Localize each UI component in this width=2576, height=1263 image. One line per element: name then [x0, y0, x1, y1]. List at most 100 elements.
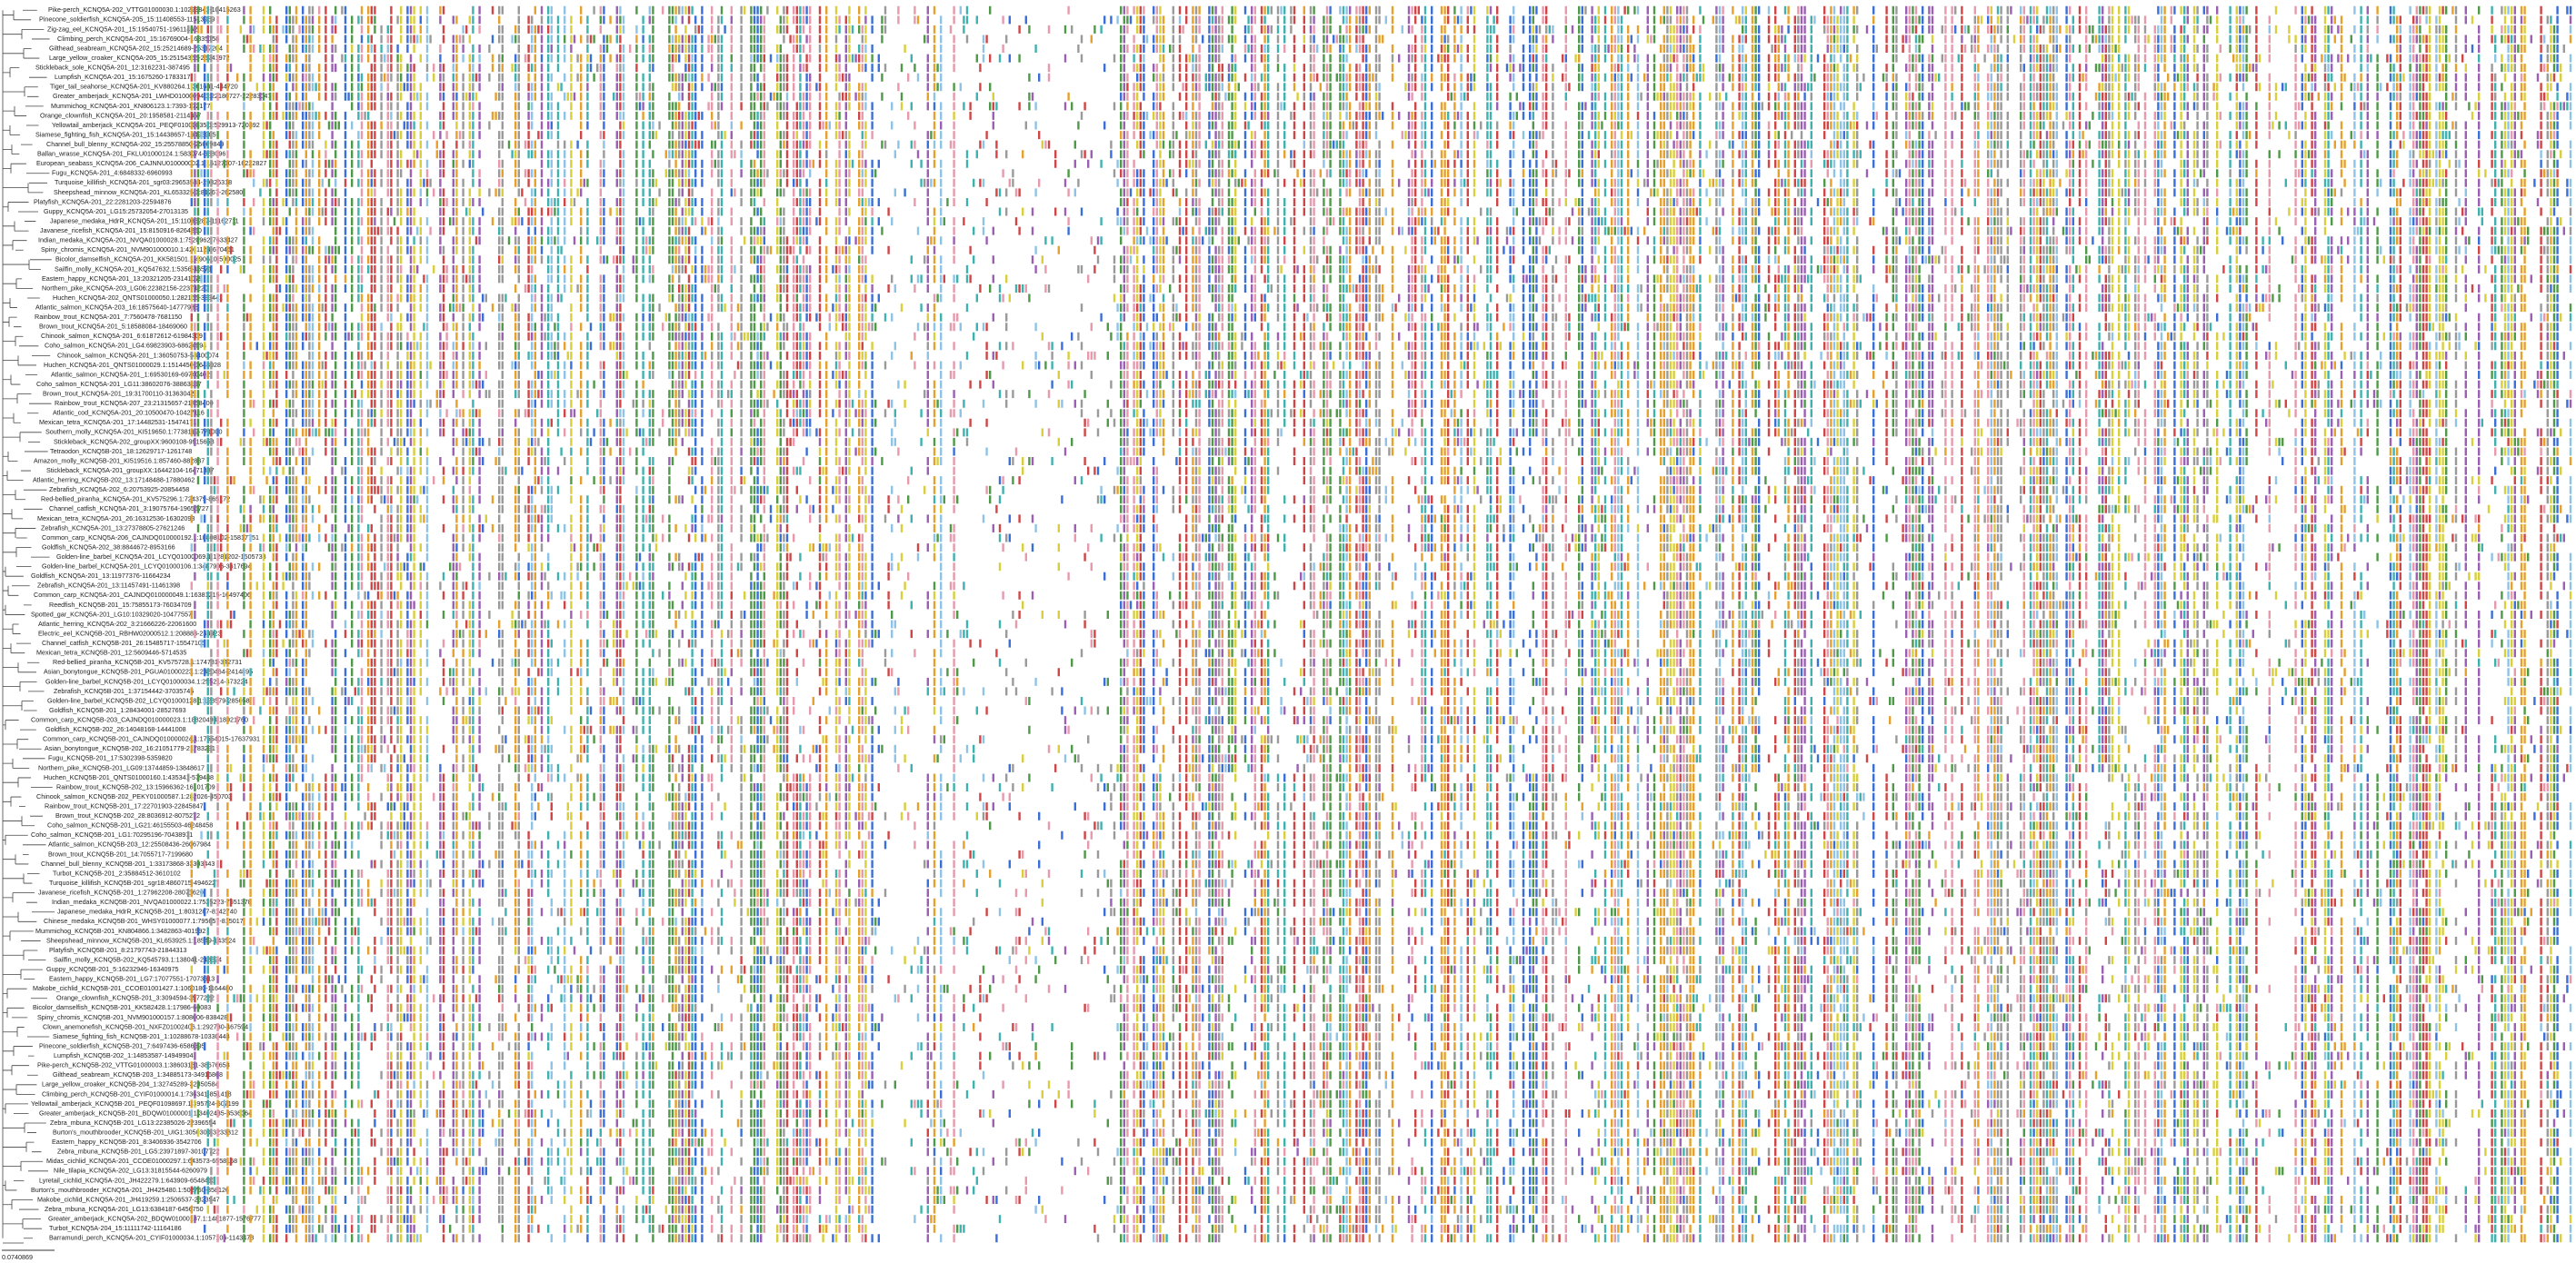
leaf-label: Huchen_KCNQ5A-202_QNTS01000050.1:282165-… [53, 293, 223, 302]
alignment-residues [386, 1119, 2415, 1128]
alignment-residues [194, 792, 2517, 801]
alignment-residues [331, 639, 2556, 648]
alignment-residues [262, 131, 2507, 140]
alignment-residues [200, 889, 2510, 898]
alignment-residues [245, 35, 2542, 44]
alignment-residues [216, 485, 2481, 494]
alignment-residues [452, 889, 2481, 898]
alignment-residues [204, 1196, 2559, 1204]
alignment-residues [262, 811, 2556, 820]
alignment-residues [226, 1186, 2526, 1195]
alignment-residues [194, 178, 2481, 187]
leaf-label: Golden-line_barbel_KCNQ5A-201_LCYQ010000… [56, 552, 266, 561]
alignment-residues [216, 1061, 2415, 1070]
alignment-residues [308, 457, 2550, 465]
alignment-residues [210, 428, 2542, 437]
alignment-residues [216, 1148, 2415, 1157]
alignment-residues [243, 1032, 2556, 1041]
alignment-residues [269, 821, 2493, 830]
alignment-residues [243, 763, 2556, 772]
leaf-label: Red-bellied_piranha_KCNQ5A-201_KV575296.… [41, 495, 230, 503]
alignment-residues [204, 332, 2559, 341]
alignment-residues [226, 898, 2526, 907]
alignment-residues [204, 495, 2559, 504]
alignment-residues [315, 917, 2497, 926]
alignment-residues [331, 495, 2530, 504]
alignment-residues [196, 226, 2556, 235]
alignment-residues [206, 140, 2497, 149]
leaf-label: Greater_amberjack_KCNQ5A-202_BDQW0100018… [48, 1215, 261, 1223]
alignment-residues [226, 1070, 2556, 1079]
leaf-label: Stickleback_sole_KCNQ5A-201_12:3162231-3… [35, 64, 190, 72]
alignment-residues [324, 591, 2542, 600]
alignment-residues [334, 92, 2497, 101]
alignment-residues [292, 840, 2550, 850]
leaf-label: Atlantic_cod_KCNQ5A-201_20:10500470-1042… [53, 409, 205, 417]
alignment-residues [204, 802, 2510, 811]
alignment-residues [206, 226, 2497, 235]
alignment-residues [262, 725, 2562, 734]
alignment-residues [210, 735, 2550, 744]
alignment-residues [206, 1176, 2497, 1185]
leaf-label: Asian_bonytongue_KCNQ5B-202_16:21051779-… [45, 744, 215, 752]
alignment-residues [275, 946, 2304, 955]
leaf-label: Huchen_KCNQ5A-201_QNTS01000029.1:1514450… [44, 361, 221, 369]
alignment-residues [262, 332, 2552, 341]
alignment-residues [216, 870, 2415, 878]
alignment-residues [226, 64, 2550, 73]
alignment-residues [308, 1051, 2510, 1060]
alignment-residues [302, 870, 2559, 878]
leaf-label: Mexican_tetra_KCNQ5A-201_17:14482531-154… [39, 418, 196, 426]
alignment-residues [194, 264, 2517, 273]
alignment-residues [275, 1080, 2542, 1089]
alignment-residues [243, 514, 2556, 523]
alignment-residues [210, 1148, 2550, 1157]
alignment-residues [425, 140, 2572, 149]
alignment-residues [324, 830, 2542, 840]
alignment-residues [196, 332, 2526, 341]
alignment-residues [226, 1109, 2523, 1118]
alignment-residues [285, 1119, 2418, 1128]
alignment-residues [262, 562, 2507, 572]
alignment-residues [275, 716, 2493, 725]
alignment-residues [190, 25, 2556, 34]
alignment-residues [210, 102, 2552, 111]
alignment-residues [269, 811, 2379, 820]
alignment-residues [275, 639, 2542, 648]
leaf-label: Fugu_KCNQ5B-201_17:5302398-5359820 [48, 754, 173, 762]
leaf-label: Channel_catfish_KCNQ5A-201_3:19075764-19… [49, 504, 209, 512]
alignment-residues [194, 572, 2517, 581]
alignment-residues [324, 1109, 2542, 1118]
leaf-label: Pinecone_soldierfish_KCNQ5B-201_7:649743… [39, 1041, 205, 1049]
alignment-residues [206, 351, 2395, 360]
leaf-label: Goldfish_KCNQ5A-202_38:8844672-8953166 [42, 542, 175, 551]
leaf-label: Yellowtail_amberjack_KCNQ5B-201_PEQF0109… [31, 1099, 239, 1108]
alignment-residues [262, 64, 2562, 73]
alignment-residues [200, 830, 2510, 840]
alignment-residues [275, 706, 2542, 715]
alignment-residues [262, 572, 2552, 581]
alignment-residues [425, 1129, 2572, 1138]
alignment-residues [262, 917, 2559, 926]
alignment-residues [243, 1215, 2550, 1224]
alignment-residues [206, 1138, 2497, 1147]
alignment-residues [243, 687, 2562, 696]
alignment-residues [206, 457, 2438, 465]
leaf-label: Sailfin_molly_KCNQ5A-201_KQ547632.1:5356… [55, 264, 212, 273]
leaf-label: Stickleback_KCNQ5A-201_groupXX:16442104-… [46, 466, 215, 474]
alignment-residues [288, 1051, 2409, 1060]
alignment-residues [243, 150, 2556, 159]
alignment-residues [194, 111, 2517, 120]
alignment-residues [311, 409, 2510, 418]
alignment-residues [216, 1205, 2415, 1214]
alignment-residues [243, 1176, 2556, 1185]
alignment-residues [206, 245, 2497, 254]
alignment-residues [386, 1138, 2415, 1147]
alignment-residues [334, 15, 2438, 25]
alignment-residues [206, 198, 2497, 206]
alignment-residues [419, 169, 2552, 178]
alignment-residues [194, 150, 2523, 159]
alignment-residues [249, 994, 2510, 1003]
alignment-residues [196, 409, 2556, 418]
alignment-residues [204, 1148, 2559, 1157]
